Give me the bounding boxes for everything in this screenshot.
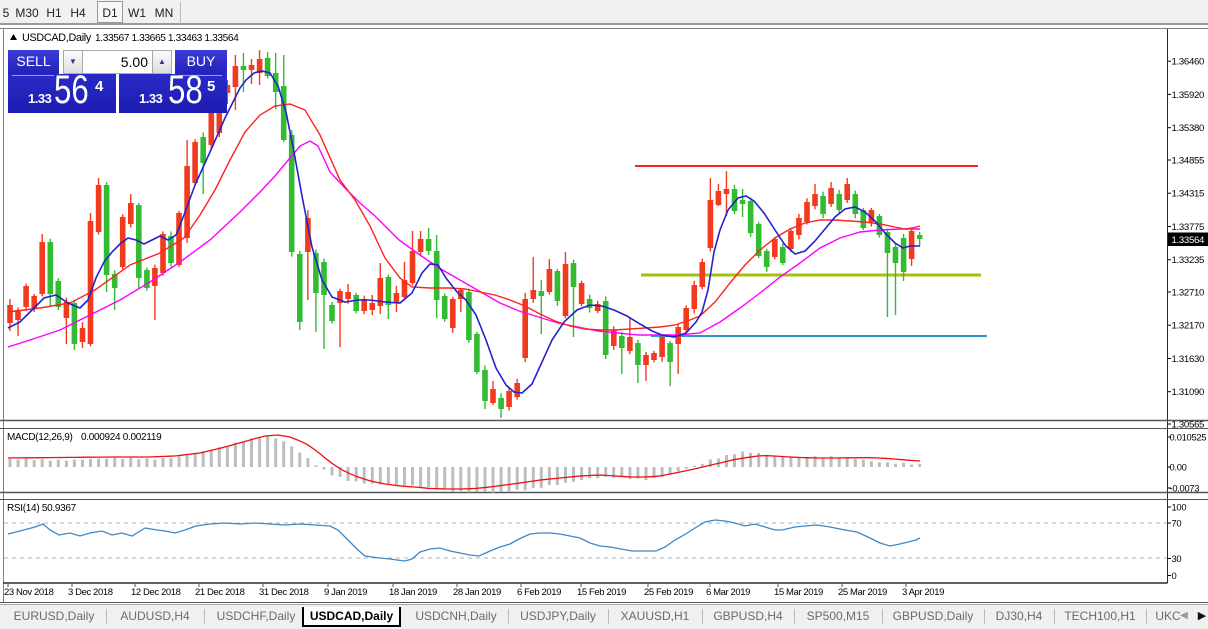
svg-text:25 Feb 2019: 25 Feb 2019: [644, 587, 693, 598]
svg-text:1.35920: 1.35920: [1172, 90, 1205, 101]
svg-text:0.00: 0.00: [1170, 461, 1187, 472]
svg-text:1.34315: 1.34315: [1172, 189, 1205, 200]
svg-text:12 Dec 2018: 12 Dec 2018: [131, 587, 181, 598]
svg-text:1.33567 1.33665 1.33463 1.3356: 1.33567 1.33665 1.33463 1.33564: [95, 33, 239, 44]
svg-text:25 Mar 2019: 25 Mar 2019: [838, 587, 887, 598]
svg-text:1.33564: 1.33564: [1172, 235, 1206, 246]
svg-text:1.32170: 1.32170: [1172, 321, 1205, 332]
svg-text:21 Dec 2018: 21 Dec 2018: [195, 587, 245, 598]
svg-text:15 Feb 2019: 15 Feb 2019: [577, 587, 626, 598]
svg-text:28 Jan 2019: 28 Jan 2019: [453, 587, 501, 598]
svg-text:15 Mar 2019: 15 Mar 2019: [774, 587, 823, 598]
svg-text:30: 30: [1172, 553, 1182, 564]
svg-text:1.35380: 1.35380: [1172, 123, 1205, 134]
svg-text:1.30565: 1.30565: [1172, 419, 1205, 430]
svg-text:18 Jan 2019: 18 Jan 2019: [389, 587, 437, 598]
svg-text:31 Dec 2018: 31 Dec 2018: [259, 587, 309, 598]
svg-text:3 Dec 2018: 3 Dec 2018: [68, 587, 113, 598]
svg-text:MACD(12,26,9): MACD(12,26,9): [7, 432, 73, 443]
svg-text:USDCAD,Daily: USDCAD,Daily: [22, 32, 92, 44]
svg-text:6 Feb 2019: 6 Feb 2019: [517, 587, 561, 598]
svg-text:1.36460: 1.36460: [1172, 57, 1205, 68]
svg-text:3 Apr 2019: 3 Apr 2019: [902, 587, 944, 598]
svg-text:0: 0: [1172, 570, 1177, 581]
svg-text:9 Jan 2019: 9 Jan 2019: [324, 587, 367, 598]
svg-text:1.33235: 1.33235: [1172, 255, 1205, 266]
svg-text:0.000924 0.002119: 0.000924 0.002119: [81, 432, 162, 443]
svg-text:-0.0073: -0.0073: [1170, 482, 1200, 493]
svg-text:0.010525: 0.010525: [1170, 431, 1207, 442]
svg-text:100: 100: [1172, 501, 1187, 512]
svg-text:1.31090: 1.31090: [1172, 387, 1205, 398]
svg-text:1.33775: 1.33775: [1172, 222, 1205, 233]
svg-text:23 Nov 2018: 23 Nov 2018: [4, 587, 54, 598]
svg-text:1.34855: 1.34855: [1172, 155, 1205, 166]
svg-text:1.32710: 1.32710: [1172, 287, 1205, 298]
svg-text:1.31630: 1.31630: [1172, 354, 1205, 365]
svg-text:RSI(14) 50.9367: RSI(14) 50.9367: [7, 503, 77, 514]
svg-text:6 Mar 2019: 6 Mar 2019: [706, 587, 750, 598]
svg-text:70: 70: [1172, 517, 1182, 528]
